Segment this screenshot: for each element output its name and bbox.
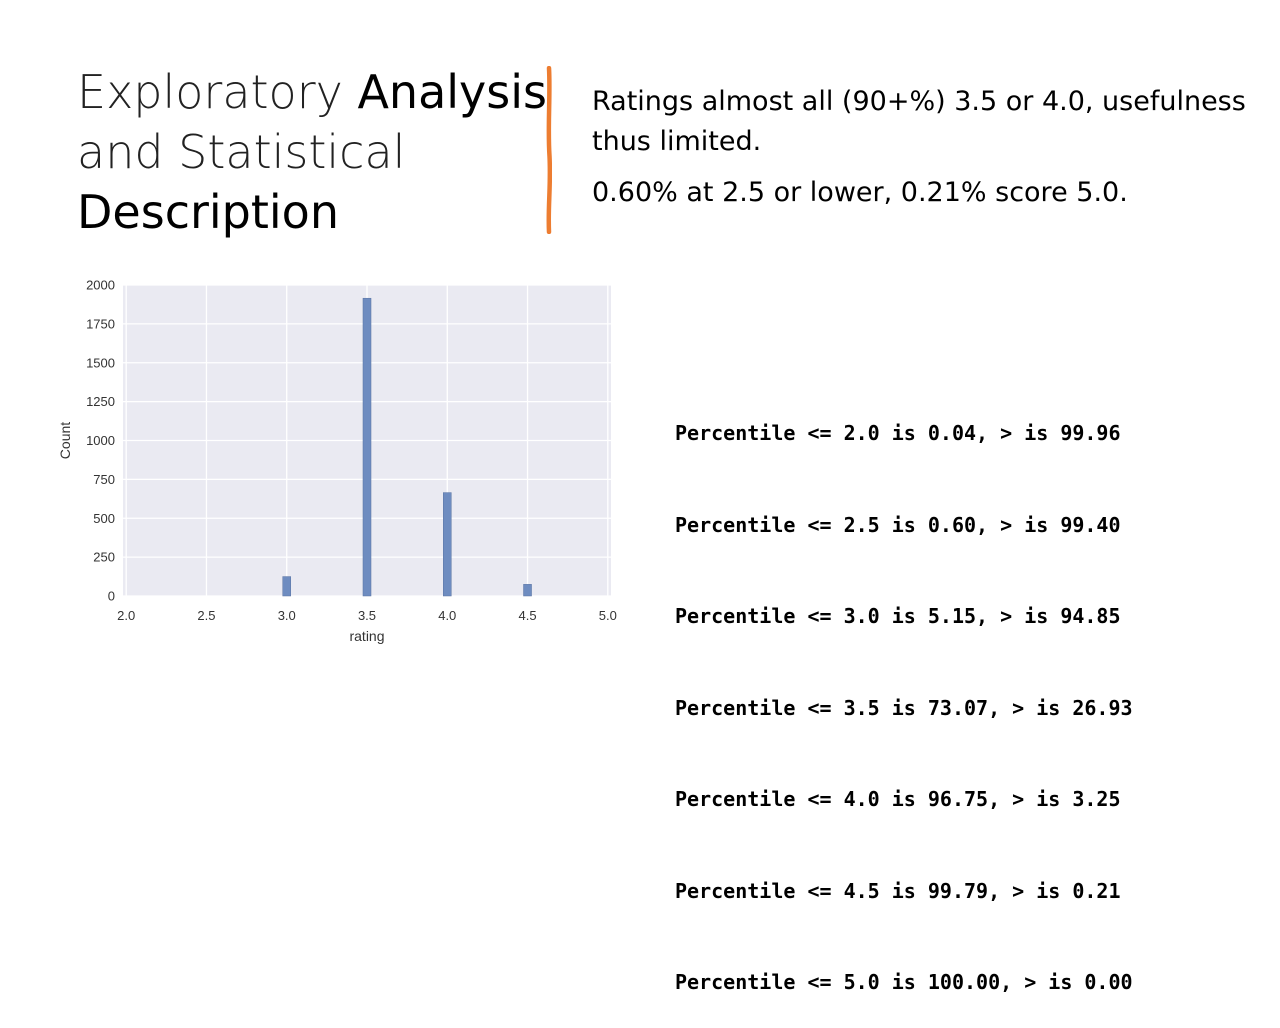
histogram-bar: [523, 584, 532, 597]
summary-line-2: 0.60% at 2.5 or lower, 0.21% score 5.0.: [592, 177, 1128, 208]
y-tick-label: 1750: [86, 316, 115, 331]
histogram-bar: [282, 576, 291, 597]
x-tick-label: 2.0: [117, 608, 135, 623]
x-axis-label: rating: [349, 628, 384, 644]
percentile-line: Percentile <= 4.0 is 96.75, > is 3.25: [675, 787, 1121, 811]
x-tick-label: 3.5: [358, 608, 376, 623]
y-axis-label: Count: [57, 422, 73, 459]
slide-title: Exploratory Analysis and Statistical Des…: [77, 62, 547, 242]
x-tick-label: 3.0: [278, 608, 296, 623]
x-tick-label: 5.0: [599, 608, 617, 623]
histogram-svg: 0 250 500 750 1000 1250 1500 1750 2000 2.0 2.5 3.0 3…: [57, 278, 617, 645]
percentile-line: Percentile <= 5.0 is 100.00, > is 0.00: [675, 970, 1133, 994]
y-tick-label: 500: [93, 511, 115, 526]
percentile-line: Percentile <= 3.0 is 5.15, > is 94.85: [675, 604, 1121, 628]
percentile-line: Percentile <= 2.5 is 0.60, > is 99.40: [675, 512, 1121, 537]
x-tick-label: 4.0: [438, 608, 456, 623]
accent-divider: [546, 66, 552, 234]
rating-histogram: 0 250 500 750 1000 1250 1500 1750 2000 2.0 2.5 3.0 3…: [50, 270, 630, 660]
title-line-3: Description: [77, 185, 339, 239]
title-line-1: Exploratory Analysis: [77, 62, 547, 122]
histogram-bar: [362, 297, 372, 597]
percentile-table: Percentile <= 2.0 is 0.04, > is 99.96 Pe…: [675, 357, 1133, 1028]
x-tick-label: 2.5: [197, 608, 215, 623]
y-tick-label: 750: [93, 472, 115, 487]
histogram-bar: [443, 492, 452, 597]
title-line-2: and Statistical: [77, 125, 406, 179]
y-tick-label: 1250: [86, 394, 115, 409]
percentile-line: Percentile <= 3.5 is 73.07, > is 26.93: [675, 695, 1133, 720]
percentile-line: Percentile <= 4.5 is 99.79, > is 0.21: [675, 878, 1121, 903]
y-tick-label: 2000: [86, 278, 115, 293]
summary-line-1: Ratings almost all (90+%) 3.5 or 4.0, us…: [592, 86, 1246, 157]
percentile-line: Percentile <= 2.0 is 0.04, > is 99.96: [675, 421, 1121, 445]
y-tick-label: 0: [108, 589, 115, 604]
summary-text: Ratings almost all (90+%) 3.5 or 4.0, us…: [592, 82, 1280, 224]
title-part-1: Exploratory: [77, 65, 358, 119]
y-tick-label: 1500: [86, 355, 115, 370]
x-tick-label: 4.5: [518, 608, 536, 623]
y-tick-label: 1000: [86, 433, 115, 448]
y-tick-label: 250: [93, 550, 115, 565]
title-part-2: Analysis: [357, 65, 547, 119]
